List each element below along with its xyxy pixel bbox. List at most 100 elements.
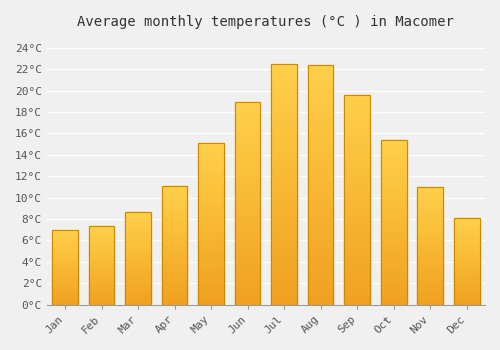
Bar	[162, 198, 188, 200]
Bar	[162, 193, 188, 195]
Bar	[272, 146, 297, 150]
Bar	[198, 156, 224, 159]
Bar	[308, 142, 334, 146]
Bar	[308, 84, 334, 89]
Bar	[52, 241, 78, 243]
Bar	[235, 183, 260, 187]
Bar	[235, 301, 260, 304]
Bar	[89, 273, 114, 275]
Bar	[198, 250, 224, 253]
Bar	[308, 151, 334, 156]
Bar	[381, 298, 406, 301]
Bar	[162, 236, 188, 238]
Bar	[454, 279, 479, 280]
Bar	[308, 79, 334, 84]
Bar	[126, 226, 151, 228]
Bar	[52, 281, 78, 282]
Bar	[89, 234, 114, 236]
Bar	[89, 280, 114, 281]
Bar	[344, 233, 370, 238]
Bar	[52, 251, 78, 252]
Bar	[126, 219, 151, 221]
Bar	[418, 199, 443, 201]
Bar	[126, 297, 151, 299]
Bar	[52, 255, 78, 257]
Bar	[418, 232, 443, 234]
Bar	[272, 170, 297, 175]
Bar	[381, 193, 406, 196]
Bar	[235, 244, 260, 248]
Bar	[381, 285, 406, 288]
Bar	[235, 264, 260, 268]
Bar	[162, 245, 188, 247]
Bar	[272, 102, 297, 107]
Bar	[418, 210, 443, 213]
Bar	[198, 266, 224, 269]
Bar	[308, 295, 334, 300]
Bar	[454, 239, 479, 240]
Bar	[344, 183, 370, 187]
Bar	[198, 233, 224, 237]
Bar	[418, 276, 443, 279]
Bar	[381, 189, 406, 193]
Bar	[272, 228, 297, 232]
Bar	[344, 229, 370, 233]
Bar	[308, 185, 334, 190]
Bar	[344, 246, 370, 250]
Bar	[344, 124, 370, 128]
Bar	[198, 143, 224, 146]
Bar	[454, 244, 479, 246]
Bar	[381, 212, 406, 216]
Bar	[198, 292, 224, 295]
Bar	[418, 227, 443, 229]
Bar	[162, 191, 188, 193]
Bar	[272, 290, 297, 295]
Bar	[454, 226, 479, 228]
Bar	[418, 213, 443, 215]
Bar	[308, 238, 334, 242]
Bar	[52, 300, 78, 302]
Bar	[89, 226, 114, 228]
Bar	[272, 247, 297, 252]
Bar	[89, 261, 114, 262]
Bar	[52, 246, 78, 248]
Bar	[418, 201, 443, 203]
Bar	[381, 232, 406, 236]
Bar	[308, 257, 334, 261]
Bar	[126, 282, 151, 284]
Bar	[418, 290, 443, 293]
Bar	[344, 149, 370, 154]
Bar	[454, 218, 479, 220]
Bar	[308, 156, 334, 161]
Bar	[126, 256, 151, 258]
Bar	[126, 286, 151, 288]
Bar	[162, 186, 188, 188]
Bar	[272, 257, 297, 261]
Bar	[235, 143, 260, 147]
Bar	[344, 179, 370, 183]
Bar	[418, 208, 443, 210]
Bar	[344, 170, 370, 175]
Bar	[162, 217, 188, 219]
Bar	[381, 186, 406, 189]
Bar	[272, 78, 297, 83]
Bar	[418, 255, 443, 258]
Bar	[235, 175, 260, 179]
Bar	[126, 225, 151, 226]
Bar	[198, 169, 224, 172]
Bar	[454, 299, 479, 301]
Bar	[198, 295, 224, 298]
Bar	[344, 250, 370, 254]
Bar	[235, 284, 260, 288]
Bar	[89, 286, 114, 287]
Bar	[198, 240, 224, 243]
Bar	[418, 220, 443, 222]
Bar	[454, 293, 479, 294]
Bar	[52, 297, 78, 299]
Bar	[126, 269, 151, 271]
Bar	[198, 214, 224, 217]
Bar	[454, 247, 479, 249]
Bar	[126, 215, 151, 217]
Bar	[198, 175, 224, 178]
Bar	[272, 175, 297, 180]
